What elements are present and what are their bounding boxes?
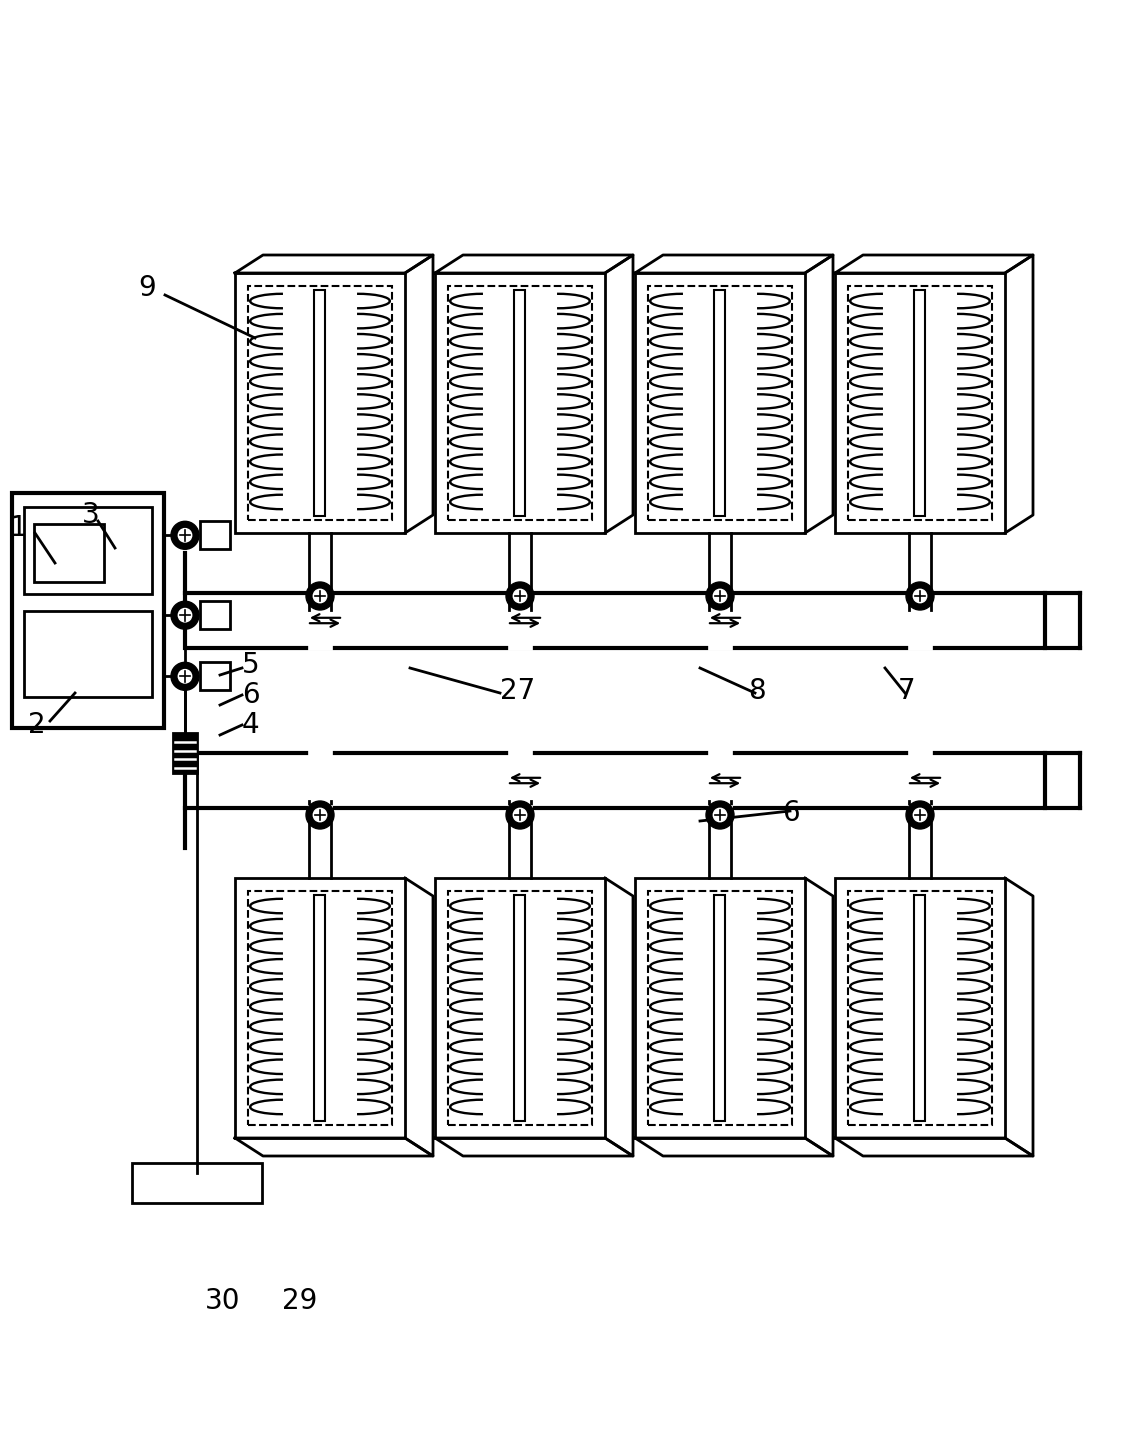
Text: 6: 6 <box>782 800 800 827</box>
Bar <box>200 662 230 691</box>
Bar <box>24 610 152 698</box>
Circle shape <box>513 808 527 821</box>
Bar <box>11 493 164 728</box>
Bar <box>848 287 992 520</box>
Text: 3: 3 <box>82 502 100 529</box>
Bar <box>908 589 932 595</box>
Bar <box>714 289 726 516</box>
Text: 30: 30 <box>205 1287 240 1315</box>
Bar <box>908 643 932 651</box>
Bar <box>509 805 532 813</box>
Bar <box>248 287 391 520</box>
Circle shape <box>513 589 527 603</box>
Bar <box>647 891 792 1125</box>
Text: 6: 6 <box>242 681 259 709</box>
Text: 5: 5 <box>242 651 259 679</box>
Circle shape <box>307 801 334 830</box>
Bar <box>915 896 925 1121</box>
Bar <box>132 1164 262 1202</box>
Circle shape <box>906 582 934 610</box>
Bar <box>509 589 532 595</box>
Circle shape <box>178 609 192 622</box>
Bar <box>448 287 592 520</box>
Bar <box>435 878 605 1138</box>
Bar <box>915 289 925 516</box>
Bar <box>308 643 332 651</box>
Circle shape <box>313 808 327 821</box>
Bar <box>908 805 932 813</box>
Bar <box>200 602 230 629</box>
Circle shape <box>713 808 727 821</box>
Circle shape <box>171 662 199 691</box>
Bar <box>315 896 326 1121</box>
Bar <box>708 589 732 595</box>
Bar <box>200 522 230 549</box>
Bar <box>235 878 405 1138</box>
Bar <box>848 891 992 1125</box>
Bar <box>908 749 932 757</box>
Circle shape <box>178 529 192 542</box>
Bar <box>514 896 526 1121</box>
Bar <box>315 289 326 516</box>
Circle shape <box>171 522 199 549</box>
Text: 9: 9 <box>138 274 156 302</box>
Text: 29: 29 <box>282 1287 317 1315</box>
Bar <box>647 287 792 520</box>
Bar <box>509 643 532 651</box>
Bar <box>308 805 332 813</box>
Bar <box>173 734 197 772</box>
Circle shape <box>178 669 192 684</box>
Bar <box>509 749 532 757</box>
Bar <box>185 593 1045 648</box>
Bar <box>24 507 152 595</box>
Bar <box>448 891 592 1125</box>
Circle shape <box>171 602 199 629</box>
Bar <box>248 891 391 1125</box>
Bar <box>34 523 104 582</box>
Bar <box>635 878 805 1138</box>
Bar <box>708 805 732 813</box>
Text: 8: 8 <box>748 676 766 705</box>
Circle shape <box>506 801 534 830</box>
Circle shape <box>506 582 534 610</box>
Bar <box>714 896 726 1121</box>
Bar <box>635 274 805 533</box>
Bar <box>835 878 1004 1138</box>
Circle shape <box>713 589 727 603</box>
Bar <box>185 752 1045 808</box>
Text: 7: 7 <box>898 676 916 705</box>
Bar <box>308 749 332 757</box>
Text: 27: 27 <box>501 676 535 705</box>
Circle shape <box>706 801 734 830</box>
Circle shape <box>914 808 926 821</box>
Text: 1: 1 <box>10 514 28 542</box>
Text: 2: 2 <box>28 711 46 739</box>
Bar <box>435 274 605 533</box>
Bar <box>835 274 1004 533</box>
Bar <box>708 749 732 757</box>
Bar <box>308 589 332 595</box>
Circle shape <box>914 589 926 603</box>
Bar <box>514 289 526 516</box>
Text: 4: 4 <box>242 711 259 739</box>
Circle shape <box>307 582 334 610</box>
Bar <box>708 643 732 651</box>
Circle shape <box>906 801 934 830</box>
Bar <box>235 274 405 533</box>
Circle shape <box>706 582 734 610</box>
Circle shape <box>313 589 327 603</box>
